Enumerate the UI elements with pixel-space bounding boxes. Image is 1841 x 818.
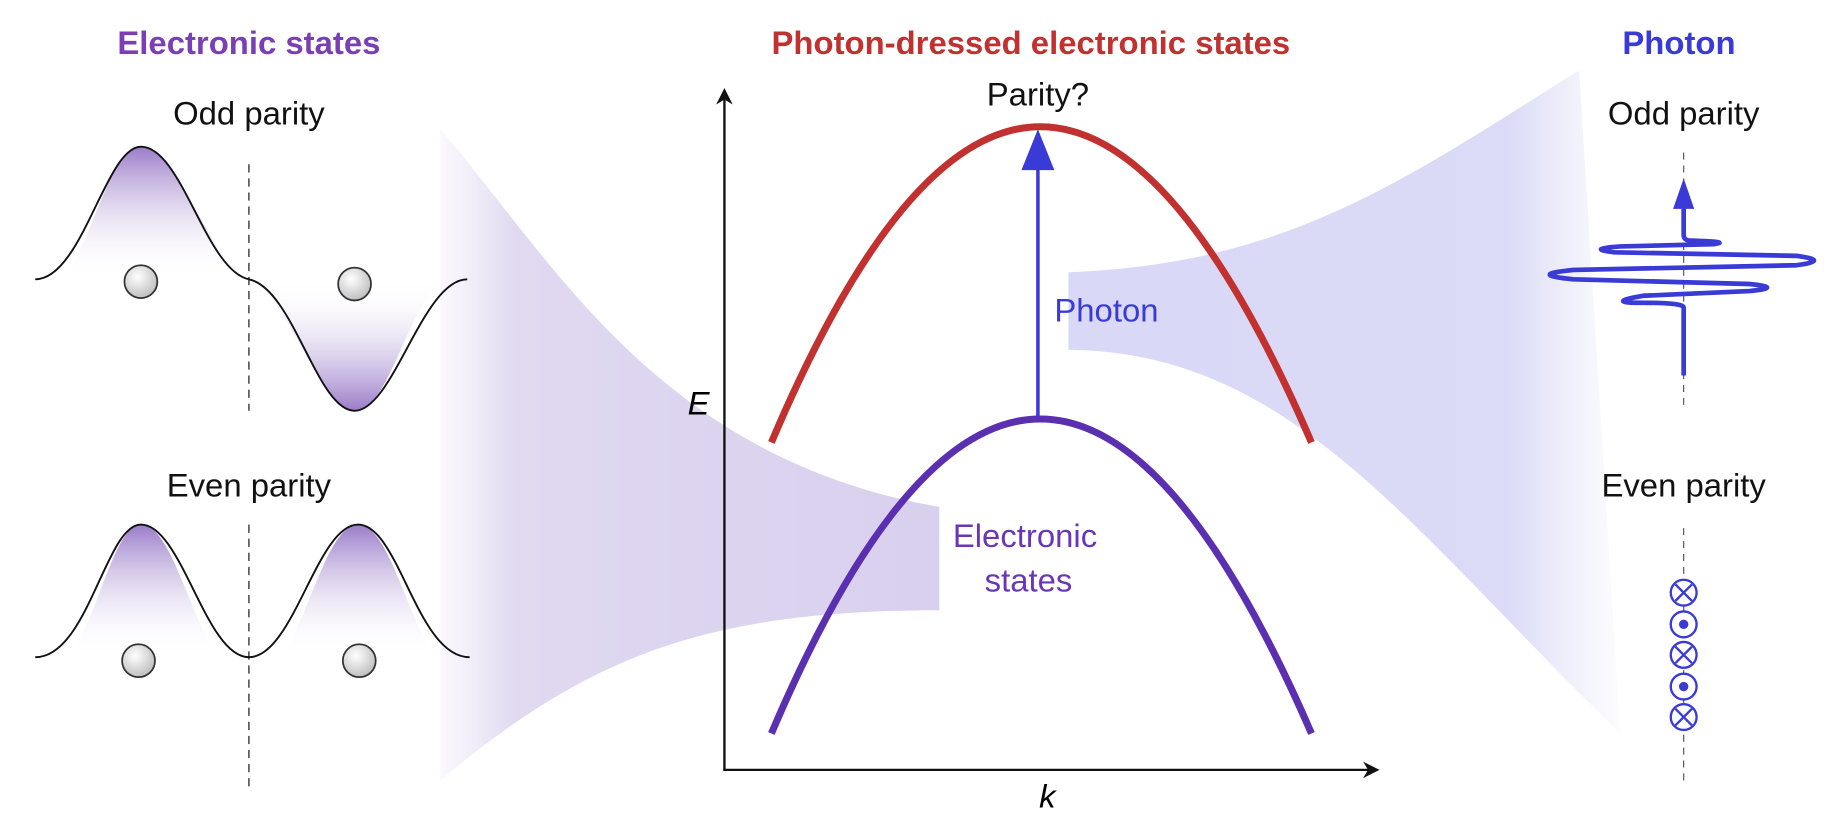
photon-wavepacket xyxy=(1547,199,1817,376)
parity-question: Parity? xyxy=(987,76,1089,113)
left-funnel xyxy=(440,129,940,781)
arrow-head xyxy=(1021,129,1055,171)
y-axis-label: E xyxy=(688,384,711,421)
center-title: Photon-dressed electronic states xyxy=(772,24,1291,61)
even-label: Even parity xyxy=(167,466,332,503)
electronic-label: states xyxy=(985,562,1073,599)
even-label: Even parity xyxy=(1601,466,1766,503)
odd-label: Odd parity xyxy=(173,94,325,131)
x-axis-label: k xyxy=(1039,777,1057,814)
electronic-band xyxy=(768,415,1315,735)
atom xyxy=(337,266,372,302)
atom xyxy=(341,643,377,679)
left-title: Electronic states xyxy=(117,24,380,61)
right-title: Photon xyxy=(1622,24,1735,61)
photon-label: Photon xyxy=(1054,292,1158,329)
atom xyxy=(123,264,159,299)
atom xyxy=(121,643,156,679)
trough-shade xyxy=(248,279,441,411)
peak-shade xyxy=(281,524,435,658)
electronic-label: Electronic xyxy=(953,517,1097,554)
field-symbols xyxy=(1669,578,1698,732)
right-funnel xyxy=(1068,70,1621,734)
peak-shade xyxy=(64,146,249,280)
dressed-band xyxy=(768,123,1315,444)
arrow-head xyxy=(1673,178,1695,209)
peak-shade xyxy=(70,524,218,658)
odd-label: Odd parity xyxy=(1608,94,1760,131)
